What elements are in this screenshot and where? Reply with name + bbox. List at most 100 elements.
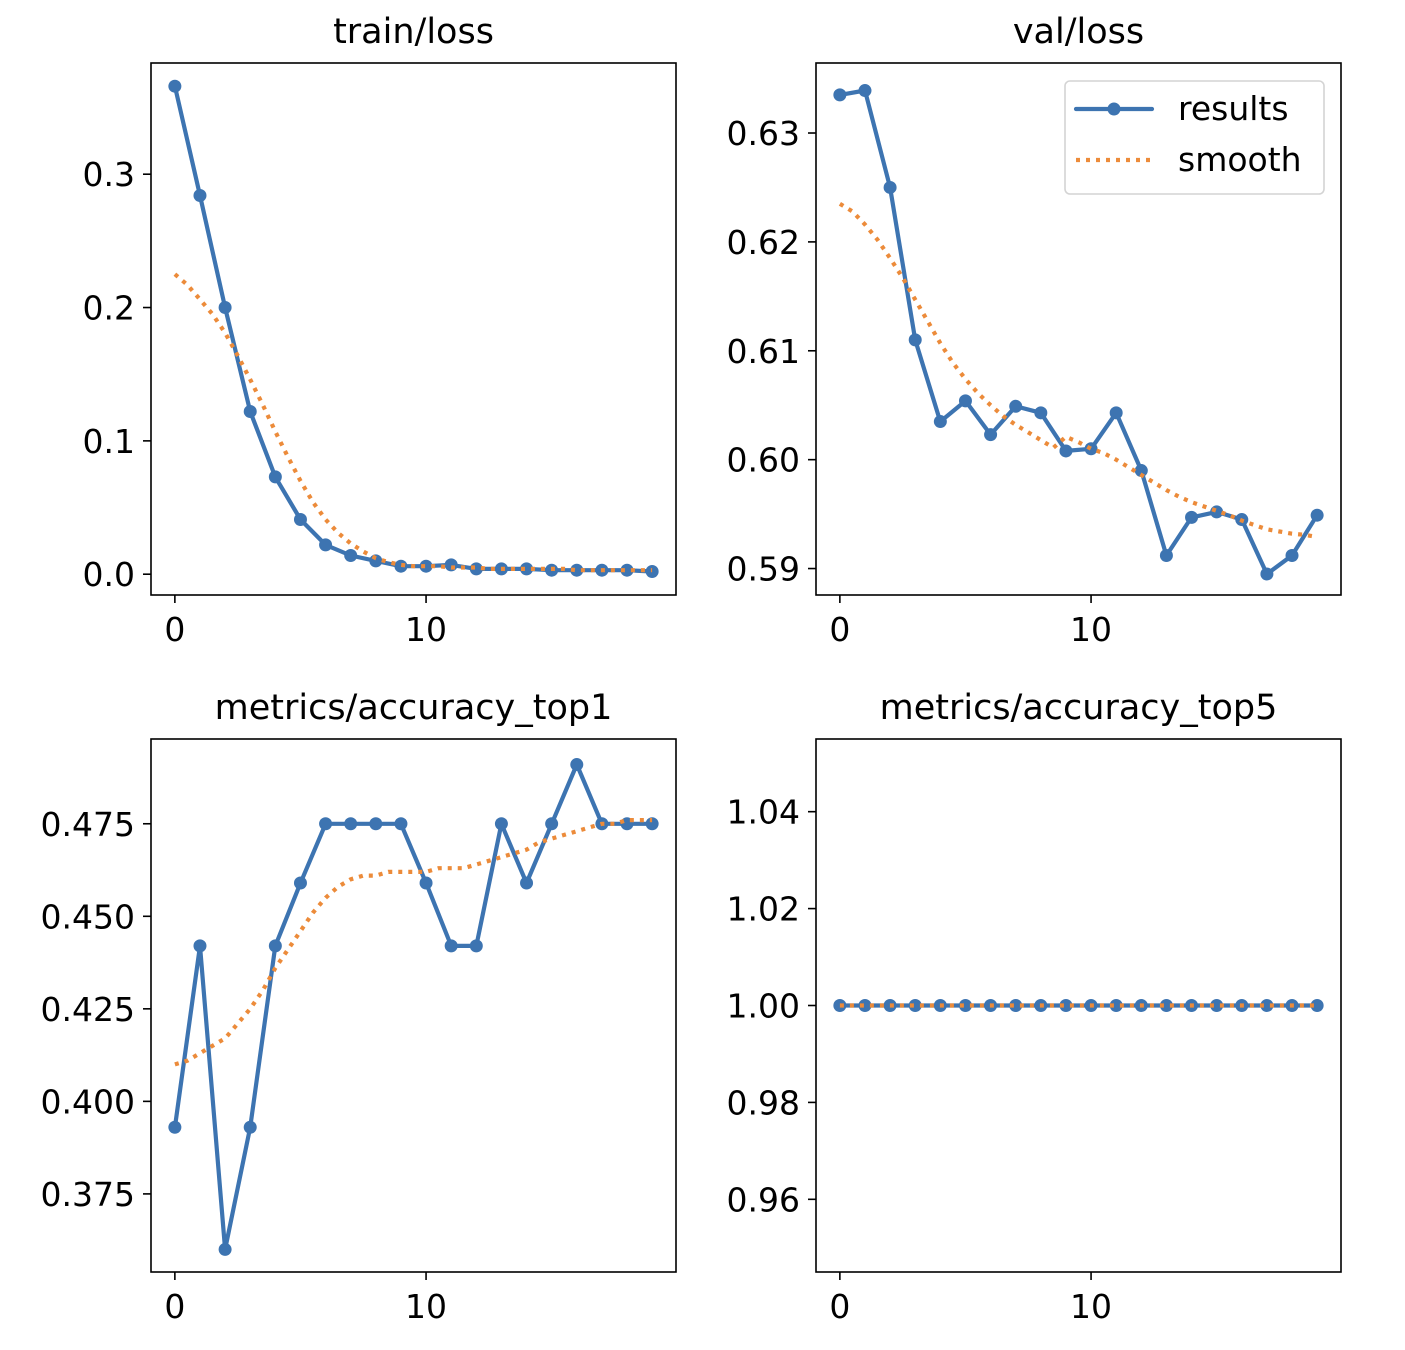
y-tick-label: 0.60: [727, 441, 800, 480]
data-point-results: [469, 939, 483, 953]
data-point-results: [833, 999, 847, 1012]
x-tick-label: 0: [164, 610, 185, 649]
data-point-results: [1210, 505, 1224, 519]
y-tick-label: 0.62: [727, 223, 800, 262]
data-point-results: [268, 939, 282, 953]
y-tick-label: 0.425: [41, 990, 135, 1029]
y-tick-label: 0.1: [83, 422, 135, 461]
y-tick-label: 0.400: [41, 1082, 135, 1121]
series-line-smooth: [173, 272, 653, 573]
x-tick-label: 10: [405, 1287, 447, 1326]
series-line-smooth: [838, 202, 1318, 540]
data-point-results: [933, 415, 947, 429]
data-point-results: [1260, 567, 1274, 581]
data-point-results: [193, 189, 207, 203]
data-point-results: [494, 817, 508, 831]
x-tick-label: 10: [1070, 1287, 1112, 1326]
data-point-results: [344, 549, 358, 563]
y-tick-label: 0.61: [727, 332, 800, 371]
data-point-results: [1034, 406, 1048, 420]
data-point-results: [1109, 999, 1123, 1012]
data-point-results: [243, 405, 257, 419]
subplot-3: metrics/accuracy_top1 0 10 0.375 0.400 0.425 0…: [41, 688, 677, 1326]
data-point-results: [1059, 999, 1073, 1012]
legend: results smooth: [1064, 80, 1325, 195]
chart-title: metrics/accuracy_top1: [215, 688, 613, 728]
data-point-results: [419, 559, 433, 573]
y-tick-label: 1.04: [727, 793, 800, 832]
data-point-results: [1285, 548, 1299, 562]
y-tick-label: 0.475: [41, 805, 135, 844]
data-point-results: [570, 563, 584, 577]
x-tick-label: 0: [829, 1287, 850, 1326]
data-point-results: [620, 563, 634, 577]
data-point-results: [1310, 508, 1324, 522]
data-point-results: [520, 876, 534, 890]
data-point-results: [1260, 999, 1274, 1012]
data-point-results: [908, 999, 922, 1012]
data-point-results: [293, 513, 307, 527]
data-point-results: [858, 999, 872, 1012]
series-line-smooth: [174, 817, 653, 1067]
data-point-results: [293, 876, 307, 890]
series-line-results: [172, 84, 655, 574]
y-tick-label: 1.00: [727, 987, 800, 1026]
data-point-results: [570, 758, 584, 772]
x-tick-label: 10: [405, 610, 447, 649]
y-tick-label: 0.98: [727, 1083, 800, 1122]
axes-frame: [815, 738, 1342, 1273]
y-tick-label: 0.375: [41, 1175, 135, 1214]
data-point-results: [1059, 444, 1073, 458]
y-tick-label: 0.59: [727, 550, 800, 589]
data-point-results: [645, 565, 659, 579]
y-tick-label: 0.96: [727, 1180, 800, 1219]
data-point-results: [1159, 548, 1173, 562]
data-point-results: [1109, 406, 1123, 420]
data-point-results: [520, 562, 534, 576]
data-point-results: [168, 79, 182, 93]
data-point-results: [1084, 442, 1098, 456]
data-point-results: [545, 817, 559, 831]
legend-marker-results: [1107, 102, 1121, 116]
x-tick-label: 0: [164, 1287, 185, 1326]
legend-label-smooth: smooth: [1178, 140, 1302, 179]
data-point-results: [419, 876, 433, 890]
legend-label-results: results: [1178, 89, 1289, 128]
y-tick-label: 0.2: [83, 289, 135, 328]
axes-frame: [815, 62, 1342, 596]
data-point-results: [344, 817, 358, 831]
data-point-results: [645, 817, 659, 831]
data-point-results: [319, 538, 333, 552]
y-tick-label: 1.02: [727, 890, 800, 929]
data-point-results: [319, 817, 333, 831]
data-point-results: [984, 428, 998, 442]
data-point-results: [1310, 999, 1324, 1012]
data-point-results: [833, 88, 847, 102]
data-point-results: [1159, 999, 1173, 1012]
data-point-results: [444, 939, 458, 953]
data-point-results: [1009, 999, 1023, 1012]
axes-frame: [150, 62, 677, 596]
data-point-results: [168, 1120, 182, 1134]
subplot-4: metrics/accuracy_top5 0 10 0.96 0.98 1.00 1.02…: [727, 688, 1342, 1326]
data-point-results: [908, 333, 922, 347]
subplot-2: val/loss 0 10 0.59 0.60 0.61 0.62 0.63 results sm…: [727, 12, 1342, 649]
data-point-results: [883, 180, 897, 194]
data-point-results: [958, 394, 972, 408]
data-point-results: [268, 470, 282, 484]
data-point-results: [193, 939, 207, 953]
data-point-results: [218, 1242, 232, 1256]
chart-title: val/loss: [1013, 12, 1144, 52]
data-point-results: [1185, 510, 1199, 524]
data-point-results: [394, 817, 408, 831]
data-point-results: [958, 999, 972, 1012]
data-point-results: [243, 1120, 257, 1134]
x-tick-label: 0: [829, 610, 850, 649]
y-tick-label: 0.63: [727, 114, 800, 153]
data-point-results: [858, 84, 872, 98]
series-line-results: [172, 762, 655, 1252]
data-point-results: [369, 817, 383, 831]
y-tick-label: 0.0: [83, 555, 135, 594]
axes-frame: [150, 738, 677, 1273]
data-point-results: [1210, 999, 1224, 1012]
